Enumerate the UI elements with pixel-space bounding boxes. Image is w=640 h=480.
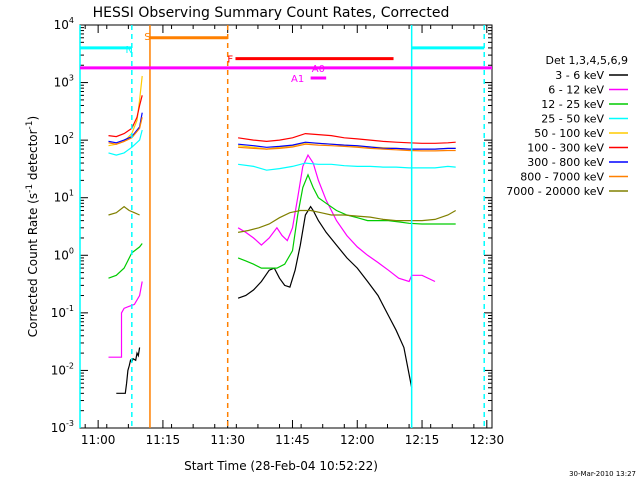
y-axis-label: Corrected Count Rate (s-1 detector-1)	[25, 116, 40, 337]
plot-frame	[79, 24, 493, 429]
series-line	[108, 117, 143, 145]
series-line	[108, 281, 143, 358]
x-tick-label: 11:00	[81, 433, 116, 447]
date-stamp: 30-Mar-2010 13:27	[569, 470, 636, 478]
x-tick-label: 12:00	[340, 433, 375, 447]
attenuator-a1-label: A1	[291, 74, 304, 85]
saa-bar-label: S	[144, 32, 150, 43]
series-line	[116, 347, 141, 394]
data-layer	[108, 75, 456, 394]
series-line	[238, 143, 456, 152]
y-tick-label: 102	[54, 131, 74, 147]
legend-entry-label: 6 - 12 keV	[548, 84, 604, 97]
legend-title: Det 1,3,4,5,6,9	[545, 54, 628, 67]
series-line	[108, 205, 140, 216]
chart-title: HESSI Observing Summary Count Rates, Cor…	[93, 5, 450, 21]
y-tick-label: 103	[54, 74, 74, 90]
legend-entry-label: 100 - 300 keV	[527, 142, 604, 155]
x-axis-label: Start Time (28-Feb-04 10:52:22)	[184, 459, 378, 473]
x-tick-label: 12:30	[470, 433, 505, 447]
axis-layer: 10-3 10-2 10-1 100 101 102 103 104 11:00 11:15 11:…	[25, 16, 504, 447]
series-line	[238, 162, 456, 171]
legend-entry-label: 25 - 50 keV	[541, 113, 604, 126]
series-line	[108, 243, 143, 279]
y-tick-label: 10-3	[51, 419, 74, 435]
y-tick-label: 101	[54, 189, 74, 205]
legend-entry-label: 800 - 7000 keV	[520, 171, 604, 184]
y-tick-label: 10-1	[51, 304, 74, 320]
series-line	[238, 141, 456, 150]
series-line	[108, 129, 143, 156]
flare-bar-label: F	[227, 55, 233, 66]
legend-entry-label: 300 - 800 keV	[527, 156, 604, 169]
y-tick-label: 100	[54, 246, 74, 262]
series-line	[238, 132, 456, 144]
x-tick-label: 11:30	[210, 433, 245, 447]
legend-entry-label: 7000 - 20000 keV	[506, 185, 604, 198]
series-line	[108, 75, 143, 147]
attenuator-a0-label: A0	[312, 64, 325, 75]
series-line	[237, 205, 413, 388]
marker-layer: N S F A0 A1	[79, 25, 492, 428]
y-tick-label: 10-2	[51, 361, 74, 377]
series-line	[237, 209, 456, 233]
legend-entry-label: 50 - 100 keV	[534, 127, 604, 140]
x-tick-label: 11:45	[275, 433, 310, 447]
legend-entry-label: 12 - 25 keV	[541, 98, 604, 111]
series-line	[237, 153, 436, 283]
series-line	[237, 173, 456, 269]
night-bar-label: N	[125, 45, 132, 56]
y-tick-label: 104	[54, 16, 74, 32]
x-tick-label: 12:15	[405, 433, 440, 447]
legend-entry-label: 3 - 6 keV	[555, 69, 604, 82]
x-tick-label: 11:15	[146, 433, 181, 447]
